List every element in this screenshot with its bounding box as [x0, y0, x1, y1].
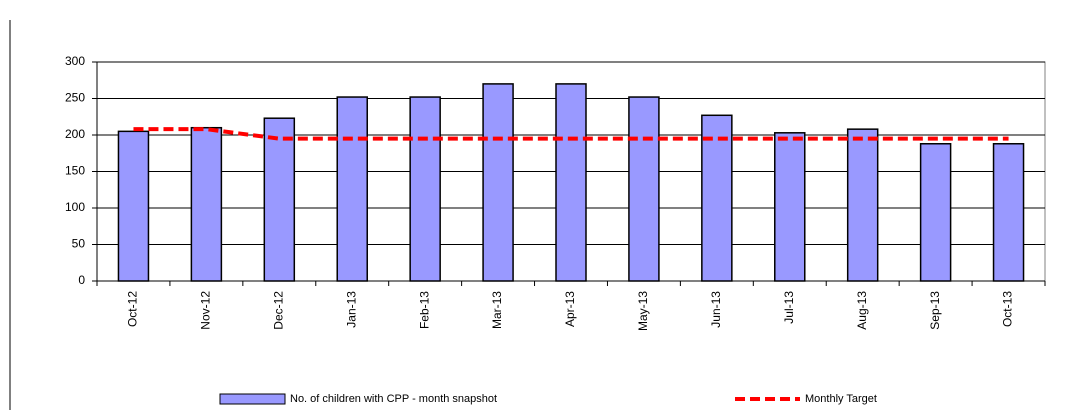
x-tick-label: Sep-13 [928, 291, 942, 330]
bar [846, 128, 879, 282]
y-tick-label: 200 [65, 127, 85, 141]
x-tick-label: Oct-13 [1001, 291, 1015, 327]
x-tick-label: Dec-12 [271, 291, 285, 330]
y-tick-label: 250 [65, 91, 85, 105]
bar [774, 132, 806, 282]
bar [117, 130, 150, 282]
x-tick-label: Mar-13 [490, 291, 504, 329]
x-tick-label: Nov-12 [199, 291, 213, 330]
x-tick-label: Apr-13 [563, 291, 577, 327]
x-tick-label: Jul-13 [782, 291, 796, 324]
y-tick-label: 150 [65, 164, 85, 178]
y-tick-label: 50 [72, 237, 86, 251]
legend-label: Monthly Target [805, 393, 877, 405]
x-tick-label: Jan-13 [344, 291, 358, 328]
x-tick-label: Aug-13 [855, 291, 869, 330]
legend-swatch [219, 393, 286, 405]
y-tick-label: 300 [65, 54, 85, 68]
bar [919, 143, 952, 282]
bar [482, 83, 514, 282]
bar [992, 143, 1025, 282]
x-tick-label: Jun-13 [709, 291, 723, 328]
x-tick-label: Feb-13 [417, 291, 431, 329]
y-tick-label: 0 [78, 273, 85, 287]
legend-label: No. of children with CPP - month snapsho… [290, 393, 497, 405]
x-tick-label: Oct-12 [126, 291, 140, 327]
x-tick-label: May-13 [636, 291, 650, 331]
bar [336, 96, 368, 282]
bar [190, 126, 223, 282]
bar [263, 117, 296, 282]
bar [628, 96, 660, 282]
bar [409, 96, 441, 282]
y-tick-label: 100 [65, 200, 85, 214]
bar [701, 114, 733, 282]
bar [555, 83, 587, 282]
target-line [133, 127, 1009, 141]
